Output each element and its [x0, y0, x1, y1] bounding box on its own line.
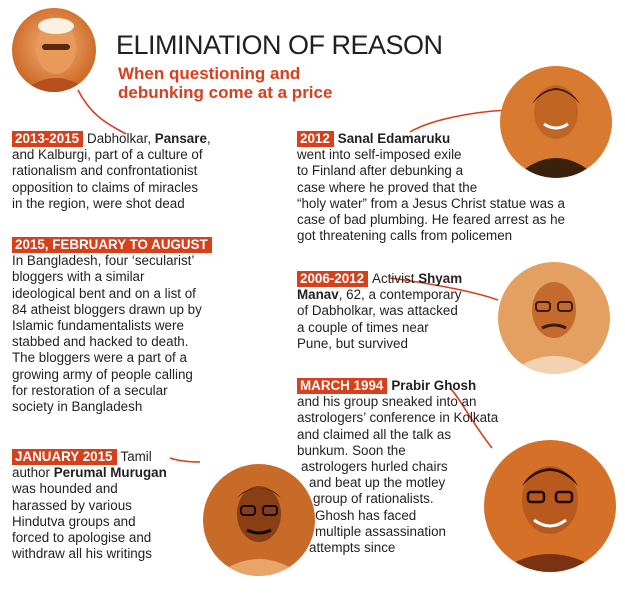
entry-line: bloggers with a similar: [12, 269, 145, 285]
entry-line: group of rationalists.: [313, 491, 434, 507]
entry-line: 84 atheist bloggers drawn up by: [12, 301, 202, 317]
entry-line: went into self-imposed exile: [297, 147, 462, 163]
manav-photo: [498, 262, 610, 374]
entry-pansare: 2013-2015 Dabholkar, Pansare, and Kalburg…: [12, 131, 262, 212]
date-badge: 2012: [297, 131, 334, 147]
entry-line: of Dabholkar, was attacked: [297, 303, 458, 319]
entry-line: stabbed and hacked to death.: [12, 334, 189, 350]
page-title: ELIMINATION OF REASON: [116, 30, 443, 60]
pansare-photo: [12, 8, 96, 92]
entry-line: to Finland after debunking a: [297, 163, 464, 179]
entry-line: growing army of people calling: [12, 366, 193, 382]
entry-edamaruku: 2012 Sanal Edamaruku went into self-impos…: [297, 131, 607, 244]
entry-line: The bloggers were a part of a: [12, 350, 187, 366]
entry-line: society in Bangladesh: [12, 399, 143, 415]
entry-line: harassed by various: [12, 497, 132, 513]
page-subtitle: When questioning and debunking come at a…: [118, 64, 333, 102]
date-badge: 2013-2015: [12, 131, 84, 147]
entry-line: Ghosh has faced: [315, 507, 417, 523]
entry-line: got threatening calls from policemen: [297, 228, 513, 244]
entry-line: withdraw all his writings: [12, 546, 152, 562]
murugan-photo: [203, 464, 315, 576]
entry-manav: 2006-2012 Activist Shyam Manav, 62, a con…: [297, 271, 507, 352]
entry-text: , 62, a contemporary: [338, 287, 462, 303]
entry-line: case where he proved that the: [297, 179, 478, 195]
entry-line: Islamic fundamentalists were: [12, 318, 184, 334]
entry-murugan: JANUARY 2015 Tamil author Perumal Murugan…: [12, 449, 212, 562]
date-badge: 2006-2012: [297, 271, 369, 287]
entry-line: opposition to claims of miracles: [12, 179, 199, 195]
entry-line: and his group sneaked into an: [297, 394, 477, 410]
entry-line: In Bangladesh, four ‘secularist’: [12, 253, 195, 269]
entry-ghosh: MARCH 1994 Prabir Ghosh and his group sne…: [297, 378, 517, 556]
entry-line: astrologers hurled chairs: [301, 459, 448, 475]
entry-text: author: [12, 465, 54, 481]
person-name: Shyam: [418, 271, 463, 286]
person-name: Sanal Edamaruku: [337, 131, 451, 146]
date-badge: JANUARY 2015: [12, 449, 117, 465]
entry-line: in the region, were shot dead: [12, 195, 185, 211]
entry-line: a couple of times near: [297, 319, 429, 335]
ghosh-photo: [484, 440, 616, 572]
entry-text: Tamil: [120, 449, 152, 464]
person-name: Prabir Ghosh: [391, 378, 477, 393]
entry-text: ,: [206, 131, 211, 146]
entry-line: “holy water” from a Jesus Christ statue …: [297, 195, 565, 211]
entry-line: astrologers’ conference in Kolkata: [297, 410, 499, 426]
date-badge: MARCH 1994: [297, 378, 388, 394]
entry-line: multiple assassination: [315, 523, 446, 539]
entry-line: case of bad plumbing. He feared arrest a…: [297, 212, 565, 228]
date-badge: 2015, FEBRUARY TO AUGUST: [12, 237, 212, 253]
entry-bangladesh: 2015, FEBRUARY TO AUGUST In Bangladesh, …: [12, 237, 262, 415]
entry-line: and beat up the motley: [309, 475, 446, 491]
entry-line: Pune, but survived: [297, 335, 408, 351]
entry-line: forced to apologise and: [12, 530, 152, 546]
entry-line: and Kalburgi, part of a culture of: [12, 147, 203, 163]
person-name: Pansare: [154, 131, 207, 146]
entry-line: was hounded and: [12, 481, 118, 497]
entry-line: bunkum. Soon the: [297, 442, 406, 458]
entry-line: attempts since: [309, 540, 396, 556]
entry-text: Dabholkar,: [87, 131, 155, 146]
entry-text: Activist: [372, 271, 419, 286]
person-name: Perumal Murugan: [53, 465, 167, 481]
person-name: Manav: [297, 287, 339, 303]
edamaruku-photo: [500, 66, 612, 178]
entry-line: Hindutva groups and: [12, 513, 136, 529]
entry-line: rationalism and confrontationist: [12, 163, 198, 179]
entry-line: and claimed all the talk as: [297, 426, 452, 442]
entry-line: for restoration of a secular: [12, 382, 168, 398]
entry-line: ideological bent and on a list of: [12, 285, 196, 301]
